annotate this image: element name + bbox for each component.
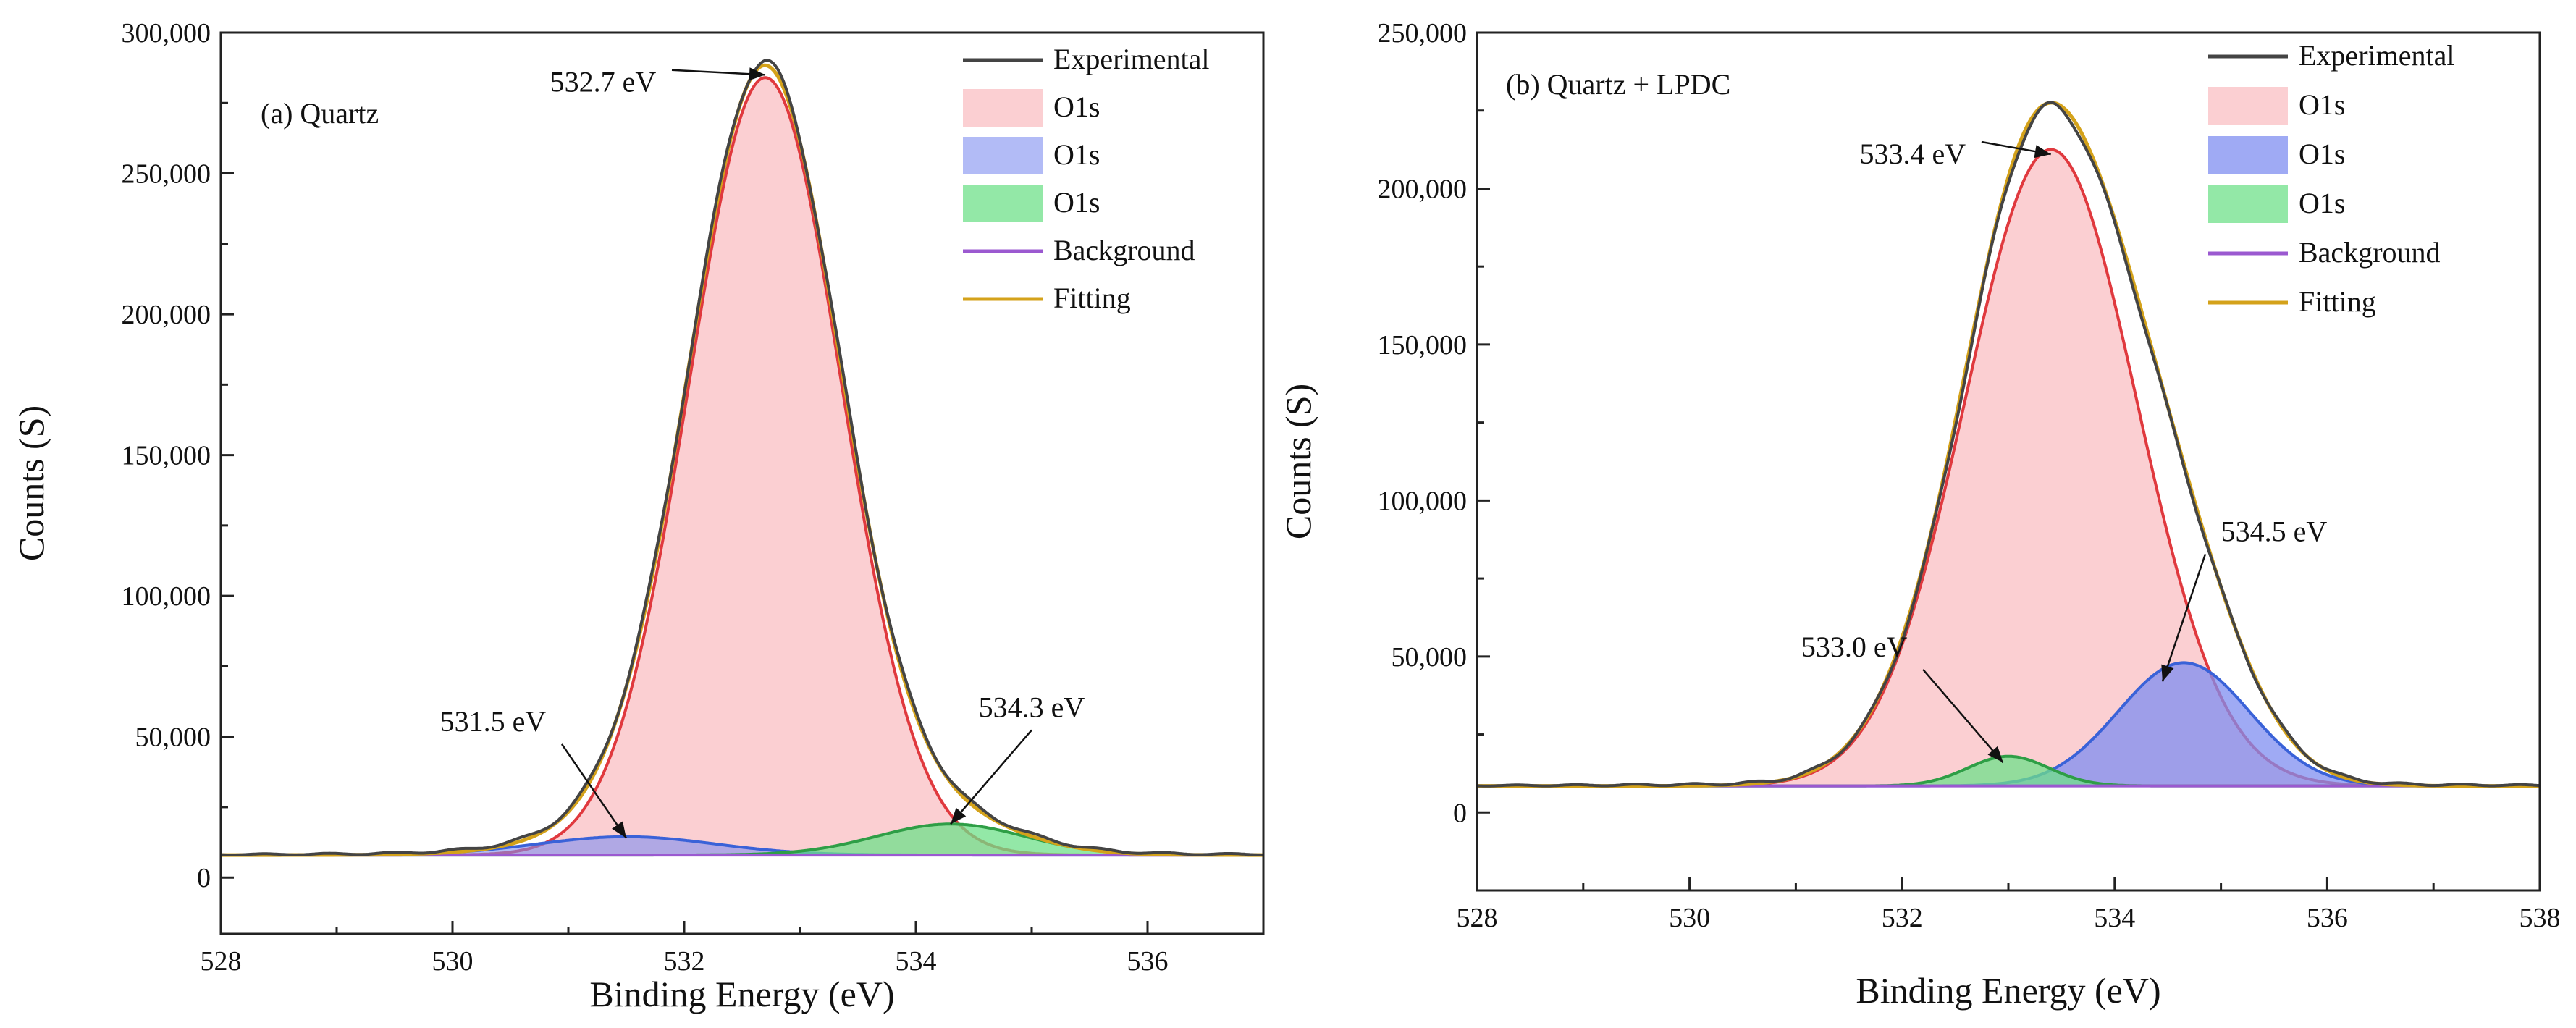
legend-label: Experimental xyxy=(1053,43,1209,75)
y-tick-label: 100,000 xyxy=(1378,486,1468,516)
peak-annotation-label: 533.0 eV xyxy=(1801,631,1908,663)
x-axis-title: Binding Energy (eV) xyxy=(589,974,894,1014)
x-tick-label: 538 xyxy=(2520,903,2561,933)
legend-label: O1s xyxy=(1053,186,1100,219)
legend-label: Experimental xyxy=(2299,39,2454,72)
peak-annotation-arrowhead xyxy=(951,807,967,825)
peak-annotation-label: 533.4 eV xyxy=(1860,138,1966,170)
peak-fill-0 xyxy=(1477,149,2540,786)
x-tick-label: 534 xyxy=(2094,903,2135,933)
panel-a-quartz: 528 530 532 534 536 0 50,000 100,000 150,000 200,… xyxy=(11,18,1265,1014)
panel-title: (a) Quartz xyxy=(261,97,379,130)
legend-label: Fitting xyxy=(2299,285,2376,318)
peak-annotation-arrow xyxy=(950,729,1032,825)
x-tick-label: 532 xyxy=(1882,903,1923,933)
y-tick-label: 300,000 xyxy=(122,18,211,49)
panel-b-quartz-lpdc: 528 530 532 534 536 538 0 50,000 100,000 150,000 2… xyxy=(1278,18,2561,1011)
peak-fill-1 xyxy=(1477,662,2540,786)
x-tick-label: 534 xyxy=(896,946,937,977)
peak-annotation-arrowhead xyxy=(749,67,765,81)
legend-swatch-fill xyxy=(963,89,1043,127)
experimental-line xyxy=(220,59,1263,856)
peak-annotation-arrowhead xyxy=(2161,664,2174,682)
peak-annotation-label: 532.7 eV xyxy=(550,66,657,98)
y-tick-label: 50,000 xyxy=(1392,642,1468,673)
legend-label: Fitting xyxy=(1053,282,1131,314)
y-tick-label: 150,000 xyxy=(122,441,211,471)
x-tick-label: 530 xyxy=(1669,903,1710,933)
y-tick-label: 0 xyxy=(1453,798,1467,828)
peak-fill-2 xyxy=(1477,756,2540,786)
legend-label: Background xyxy=(2299,236,2441,269)
x-tick-label: 528 xyxy=(1457,903,1498,933)
peak-annotation-label: 531.5 eV xyxy=(440,705,547,738)
y-axis-title: Counts (S) xyxy=(1278,384,1318,539)
peak-fill-0 xyxy=(221,77,1263,856)
legend-label: Background xyxy=(1053,234,1195,266)
x-tick-label: 536 xyxy=(2307,903,2348,933)
peak-annotation-arrow xyxy=(1922,669,2004,764)
x-tick-label: 530 xyxy=(432,946,473,977)
x-tick-label: 528 xyxy=(201,946,242,977)
peak-annotation-arrowhead xyxy=(2034,145,2051,159)
legend-label: O1s xyxy=(2299,187,2345,219)
legend-swatch-fill xyxy=(2208,87,2288,125)
peak-annotation-label: 534.5 eV xyxy=(2221,515,2328,547)
x-tick-label: 536 xyxy=(1127,946,1169,977)
peak-annotation-arrow xyxy=(560,743,628,839)
y-tick-label: 250,000 xyxy=(1378,18,1468,49)
y-tick-label: 0 xyxy=(197,863,211,893)
y-tick-label: 200,000 xyxy=(1378,174,1468,204)
legend-label: O1s xyxy=(1053,90,1100,123)
y-tick-label: 150,000 xyxy=(1378,330,1468,361)
legend-label: O1s xyxy=(2299,138,2345,170)
legend-label: O1s xyxy=(1053,138,1100,171)
experimental-line xyxy=(1476,101,2541,788)
plot-frame xyxy=(219,31,1265,935)
y-tick-label: 100,000 xyxy=(122,581,211,612)
y-tick-label: 200,000 xyxy=(122,300,211,330)
peak-annotation-label: 534.3 eV xyxy=(979,691,1085,723)
x-axis-title: Binding Energy (eV) xyxy=(1856,970,2160,1011)
legend-swatch-fill xyxy=(963,185,1043,222)
legend-swatch-fill xyxy=(2208,185,2288,223)
y-axis-title: Counts (S) xyxy=(11,405,51,561)
panel-title: (b) Quartz + LPDC xyxy=(1506,68,1730,101)
legend-swatch-fill xyxy=(963,137,1043,174)
y-tick-label: 250,000 xyxy=(122,159,211,190)
peak-annotation-arrowhead xyxy=(1987,746,2003,763)
legend-swatch-fill xyxy=(2208,136,2288,174)
x-tick-label: 532 xyxy=(664,946,705,977)
peak-annotation-arrowhead xyxy=(612,821,626,838)
peak-annotation-arrow xyxy=(2161,553,2207,682)
y-tick-label: 50,000 xyxy=(135,722,211,753)
legend-label: O1s xyxy=(2299,88,2345,121)
